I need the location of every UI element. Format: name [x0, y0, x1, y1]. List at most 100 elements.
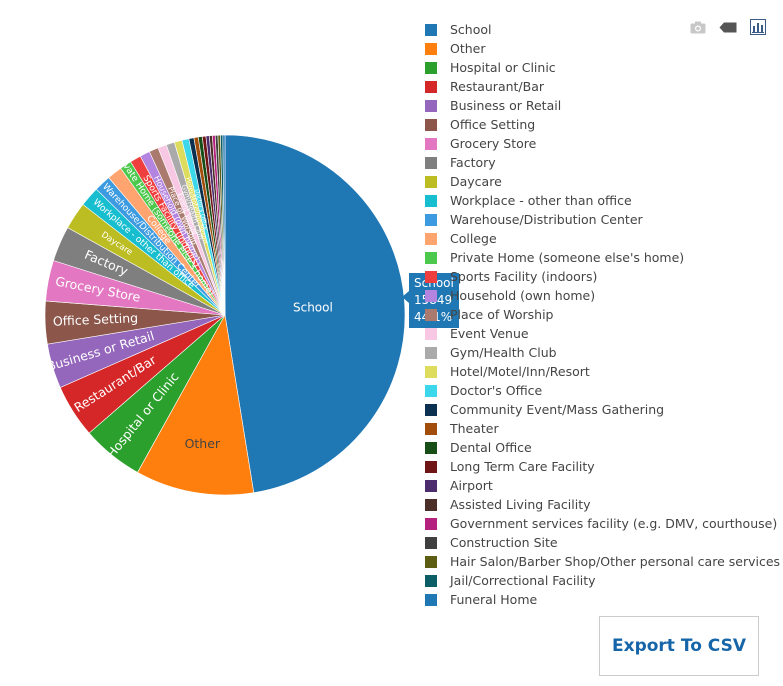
legend-item[interactable]: Jail/Correctional Facility	[418, 571, 783, 590]
camera-icon[interactable]	[688, 18, 708, 36]
legend-label: Government services facility (e.g. DMV, …	[450, 516, 778, 531]
legend-label: Long Term Care Facility	[450, 459, 595, 474]
legend-item[interactable]: Daycare	[418, 172, 783, 191]
legend-item[interactable]: College	[418, 229, 783, 248]
legend-swatch	[425, 251, 437, 264]
legend-label: Hotel/Motel/Inn/Resort	[450, 364, 590, 379]
legend-swatch	[425, 555, 437, 568]
legend-swatch	[425, 308, 437, 321]
legend-label: Hair Salon/Barber Shop/Other personal ca…	[450, 554, 781, 569]
legend-item[interactable]: Construction Site	[418, 533, 783, 552]
legend-swatch	[425, 175, 437, 188]
slice-label: School	[293, 300, 333, 314]
legend-item[interactable]: Hotel/Motel/Inn/Resort	[418, 362, 783, 381]
legend-label: Household (own home)	[450, 288, 596, 303]
legend-swatch	[425, 23, 437, 36]
legend-label: Daycare	[450, 174, 502, 189]
legend-item[interactable]: Warehouse/Distribution Center	[418, 210, 783, 229]
legend-label: Jail/Correctional Facility	[450, 573, 596, 588]
legend-swatch	[425, 232, 437, 245]
legend-item[interactable]: Gym/Health Club	[418, 343, 783, 362]
legend-swatch	[425, 213, 437, 226]
legend-item[interactable]: Event Venue	[418, 324, 783, 343]
legend-swatch	[425, 498, 437, 511]
legend-item[interactable]: Airport	[418, 476, 783, 495]
legend-swatch	[425, 403, 437, 416]
legend-label: Other	[450, 41, 486, 56]
legend-label: Sports Facility (indoors)	[450, 269, 598, 284]
pie-slice[interactable]	[137, 314, 255, 496]
legend-label: School	[450, 22, 492, 37]
legend-item[interactable]: Workplace - other than office	[418, 191, 783, 210]
legend-label: Grocery Store	[450, 136, 537, 151]
legend-item[interactable]: Dental Office	[418, 438, 783, 457]
legend-item[interactable]: Restaurant/Bar	[418, 77, 783, 96]
legend-item[interactable]: Grocery Store	[418, 134, 783, 153]
legend-label: Factory	[450, 155, 496, 170]
legend-swatch	[425, 517, 437, 530]
legend-swatch	[425, 441, 437, 454]
legend-swatch	[425, 593, 437, 606]
legend-item[interactable]	[418, 609, 783, 613]
legend-item[interactable]: Assisted Living Facility	[418, 495, 783, 514]
legend-swatch	[425, 479, 437, 492]
legend-item[interactable]: Hair Salon/Barber Shop/Other personal ca…	[418, 552, 783, 571]
legend-item[interactable]: Office Setting	[418, 115, 783, 134]
legend-label: Event Venue	[450, 326, 529, 341]
legend-item[interactable]: Private Home (someone else's home)	[418, 248, 783, 267]
legend-label: Workplace - other than office	[450, 193, 632, 208]
tooltip-label: School	[414, 276, 454, 290]
legend-item[interactable]: Doctor's Office	[418, 381, 783, 400]
legend-item[interactable]: Long Term Care Facility	[418, 457, 783, 476]
legend-label: Warehouse/Distribution Center	[450, 212, 643, 227]
legend-swatch	[425, 327, 437, 340]
legend-swatch	[425, 612, 437, 613]
legend-label: Gym/Health Club	[450, 345, 557, 360]
legend-swatch	[425, 460, 437, 473]
legend-swatch	[425, 289, 437, 302]
legend-swatch	[425, 346, 437, 359]
legend-label: Hospital or Clinic	[450, 60, 556, 75]
legend-swatch	[425, 365, 437, 378]
legend: School Other Hospital or Clinic Restaurant/…	[418, 20, 783, 613]
legend-swatch	[425, 80, 437, 93]
legend-item[interactable]: Place of Worship	[418, 305, 783, 324]
legend-label: Community Event/Mass Gathering	[450, 402, 665, 417]
legend-label: Dental Office	[450, 440, 532, 455]
legend-item[interactable]: Community Event/Mass Gathering	[418, 400, 783, 419]
export-csv-button[interactable]: Export To CSV	[599, 616, 759, 676]
legend-swatch	[425, 270, 437, 283]
bar-chart-icon[interactable]	[748, 18, 768, 36]
legend-item[interactable]: Sports Facility (indoors)	[418, 267, 783, 286]
legend-item[interactable]: Household (own home)	[418, 286, 783, 305]
legend-item[interactable]: School	[418, 20, 783, 39]
legend-item[interactable]: Other	[418, 39, 783, 58]
legend-item[interactable]: Government services facility (e.g. DMV, …	[418, 514, 783, 533]
legend-label: Restaurant/Bar	[450, 79, 545, 94]
modebar	[688, 18, 768, 36]
slice-label: Other	[185, 436, 221, 451]
legend-item[interactable]: Funeral Home	[418, 590, 783, 609]
pie-slices	[44, 134, 406, 496]
legend-label: Doctor's Office	[450, 383, 543, 398]
tag-icon[interactable]	[718, 18, 738, 36]
legend-swatch	[425, 384, 437, 397]
legend-swatch	[425, 156, 437, 169]
legend-swatch	[425, 118, 437, 131]
legend-item[interactable]: Factory	[418, 153, 783, 172]
slice-label: Office Setting	[53, 310, 139, 329]
legend-label: Assisted Living Facility	[450, 497, 591, 512]
legend-item[interactable]: Business or Retail	[418, 96, 783, 115]
legend-swatch	[425, 99, 437, 112]
legend-swatch	[425, 422, 437, 435]
legend-item[interactable]: Theater	[418, 419, 783, 438]
legend-swatch	[425, 194, 437, 207]
legend-swatch	[425, 574, 437, 587]
legend-swatch	[425, 536, 437, 549]
legend-label: Business or Retail	[450, 98, 562, 113]
legend-swatch	[425, 42, 437, 55]
pie-slice[interactable]	[222, 134, 226, 316]
legend-label: Place of Worship	[450, 307, 554, 322]
legend-item[interactable]: Hospital or Clinic	[418, 58, 783, 77]
